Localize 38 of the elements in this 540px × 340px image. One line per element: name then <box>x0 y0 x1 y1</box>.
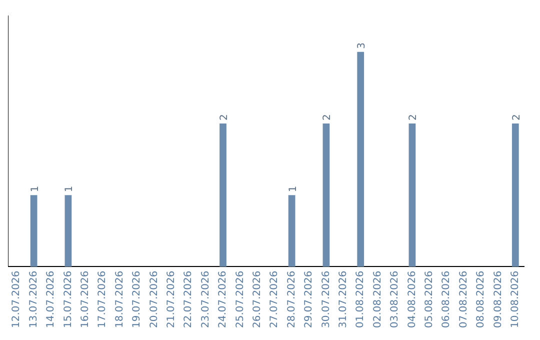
x-tick-label: 25.07.2026 <box>234 270 246 328</box>
data-label: 2 <box>408 114 420 120</box>
data-label: 3 <box>356 42 368 49</box>
x-tick-label: 13.07.2026 <box>28 270 40 328</box>
x-tick-label: 21.07.2026 <box>166 270 177 328</box>
x-tick-label: 30.07.2026 <box>320 270 332 328</box>
data-label: 2 <box>511 114 522 120</box>
x-tick-label: 08.08.2026 <box>476 270 487 328</box>
x-tick-label: 28.07.2026 <box>286 270 298 328</box>
x-tick-label: 02.08.2026 <box>372 270 384 328</box>
x-tick-label: 17.07.2026 <box>97 270 108 328</box>
x-tick-label: 18.07.2026 <box>114 270 126 328</box>
x-tick-label: 12.07.2026 <box>11 270 22 328</box>
x-tick-label: 04.08.2026 <box>406 270 418 328</box>
x-tick-label: 24.07.2026 <box>218 270 229 328</box>
x-tick-label: 07.08.2026 <box>458 270 470 328</box>
x-tick-label: 10.08.2026 <box>510 270 521 328</box>
x-tick-label: 09.08.2026 <box>492 270 504 328</box>
x-tick-label: 03.08.2026 <box>390 270 401 328</box>
x-tick-label: 26.07.2026 <box>252 270 263 328</box>
x-tick-label: 15.07.2026 <box>62 270 74 328</box>
data-label: 1 <box>30 186 41 192</box>
x-tick-label: 19.07.2026 <box>132 270 143 328</box>
x-tick-label: 16.07.2026 <box>80 270 91 328</box>
x-tick-label: 31.07.2026 <box>338 270 349 328</box>
x-tick-label: 01.08.2026 <box>355 270 366 328</box>
x-tick-label: 29.07.2026 <box>304 270 315 328</box>
x-tick-label: 20.07.2026 <box>148 270 160 328</box>
x-tick-label: 05.08.2026 <box>424 270 435 328</box>
data-label: 2 <box>322 114 334 120</box>
x-tick-label: 27.07.2026 <box>269 270 280 328</box>
data-label: 1 <box>288 186 299 192</box>
data-label: 1 <box>64 186 76 192</box>
x-tick-label: 14.07.2026 <box>46 270 57 328</box>
x-tick-label: 22.07.2026 <box>183 270 194 328</box>
data-label: 2 <box>219 114 230 120</box>
x-tick-label: 06.08.2026 <box>441 270 452 328</box>
x-tick-label: 23.07.2026 <box>200 270 212 328</box>
